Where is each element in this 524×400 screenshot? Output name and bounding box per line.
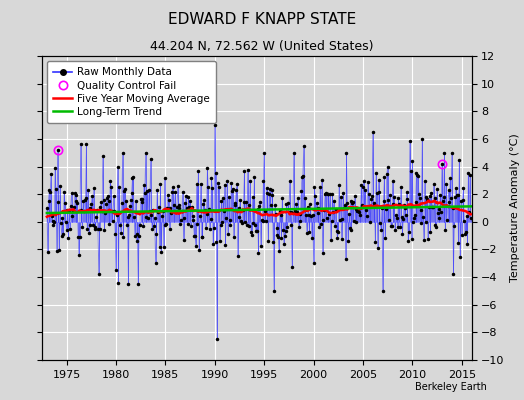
Text: EDWARD F KNAPP STATE: EDWARD F KNAPP STATE [168, 12, 356, 27]
Text: Berkeley Earth: Berkeley Earth [416, 382, 487, 392]
Legend: Raw Monthly Data, Quality Control Fail, Five Year Moving Average, Long-Term Tren: Raw Monthly Data, Quality Control Fail, … [47, 61, 216, 123]
Y-axis label: Temperature Anomaly (°C): Temperature Anomaly (°C) [510, 134, 520, 282]
Text: 44.204 N, 72.562 W (United States): 44.204 N, 72.562 W (United States) [150, 40, 374, 53]
